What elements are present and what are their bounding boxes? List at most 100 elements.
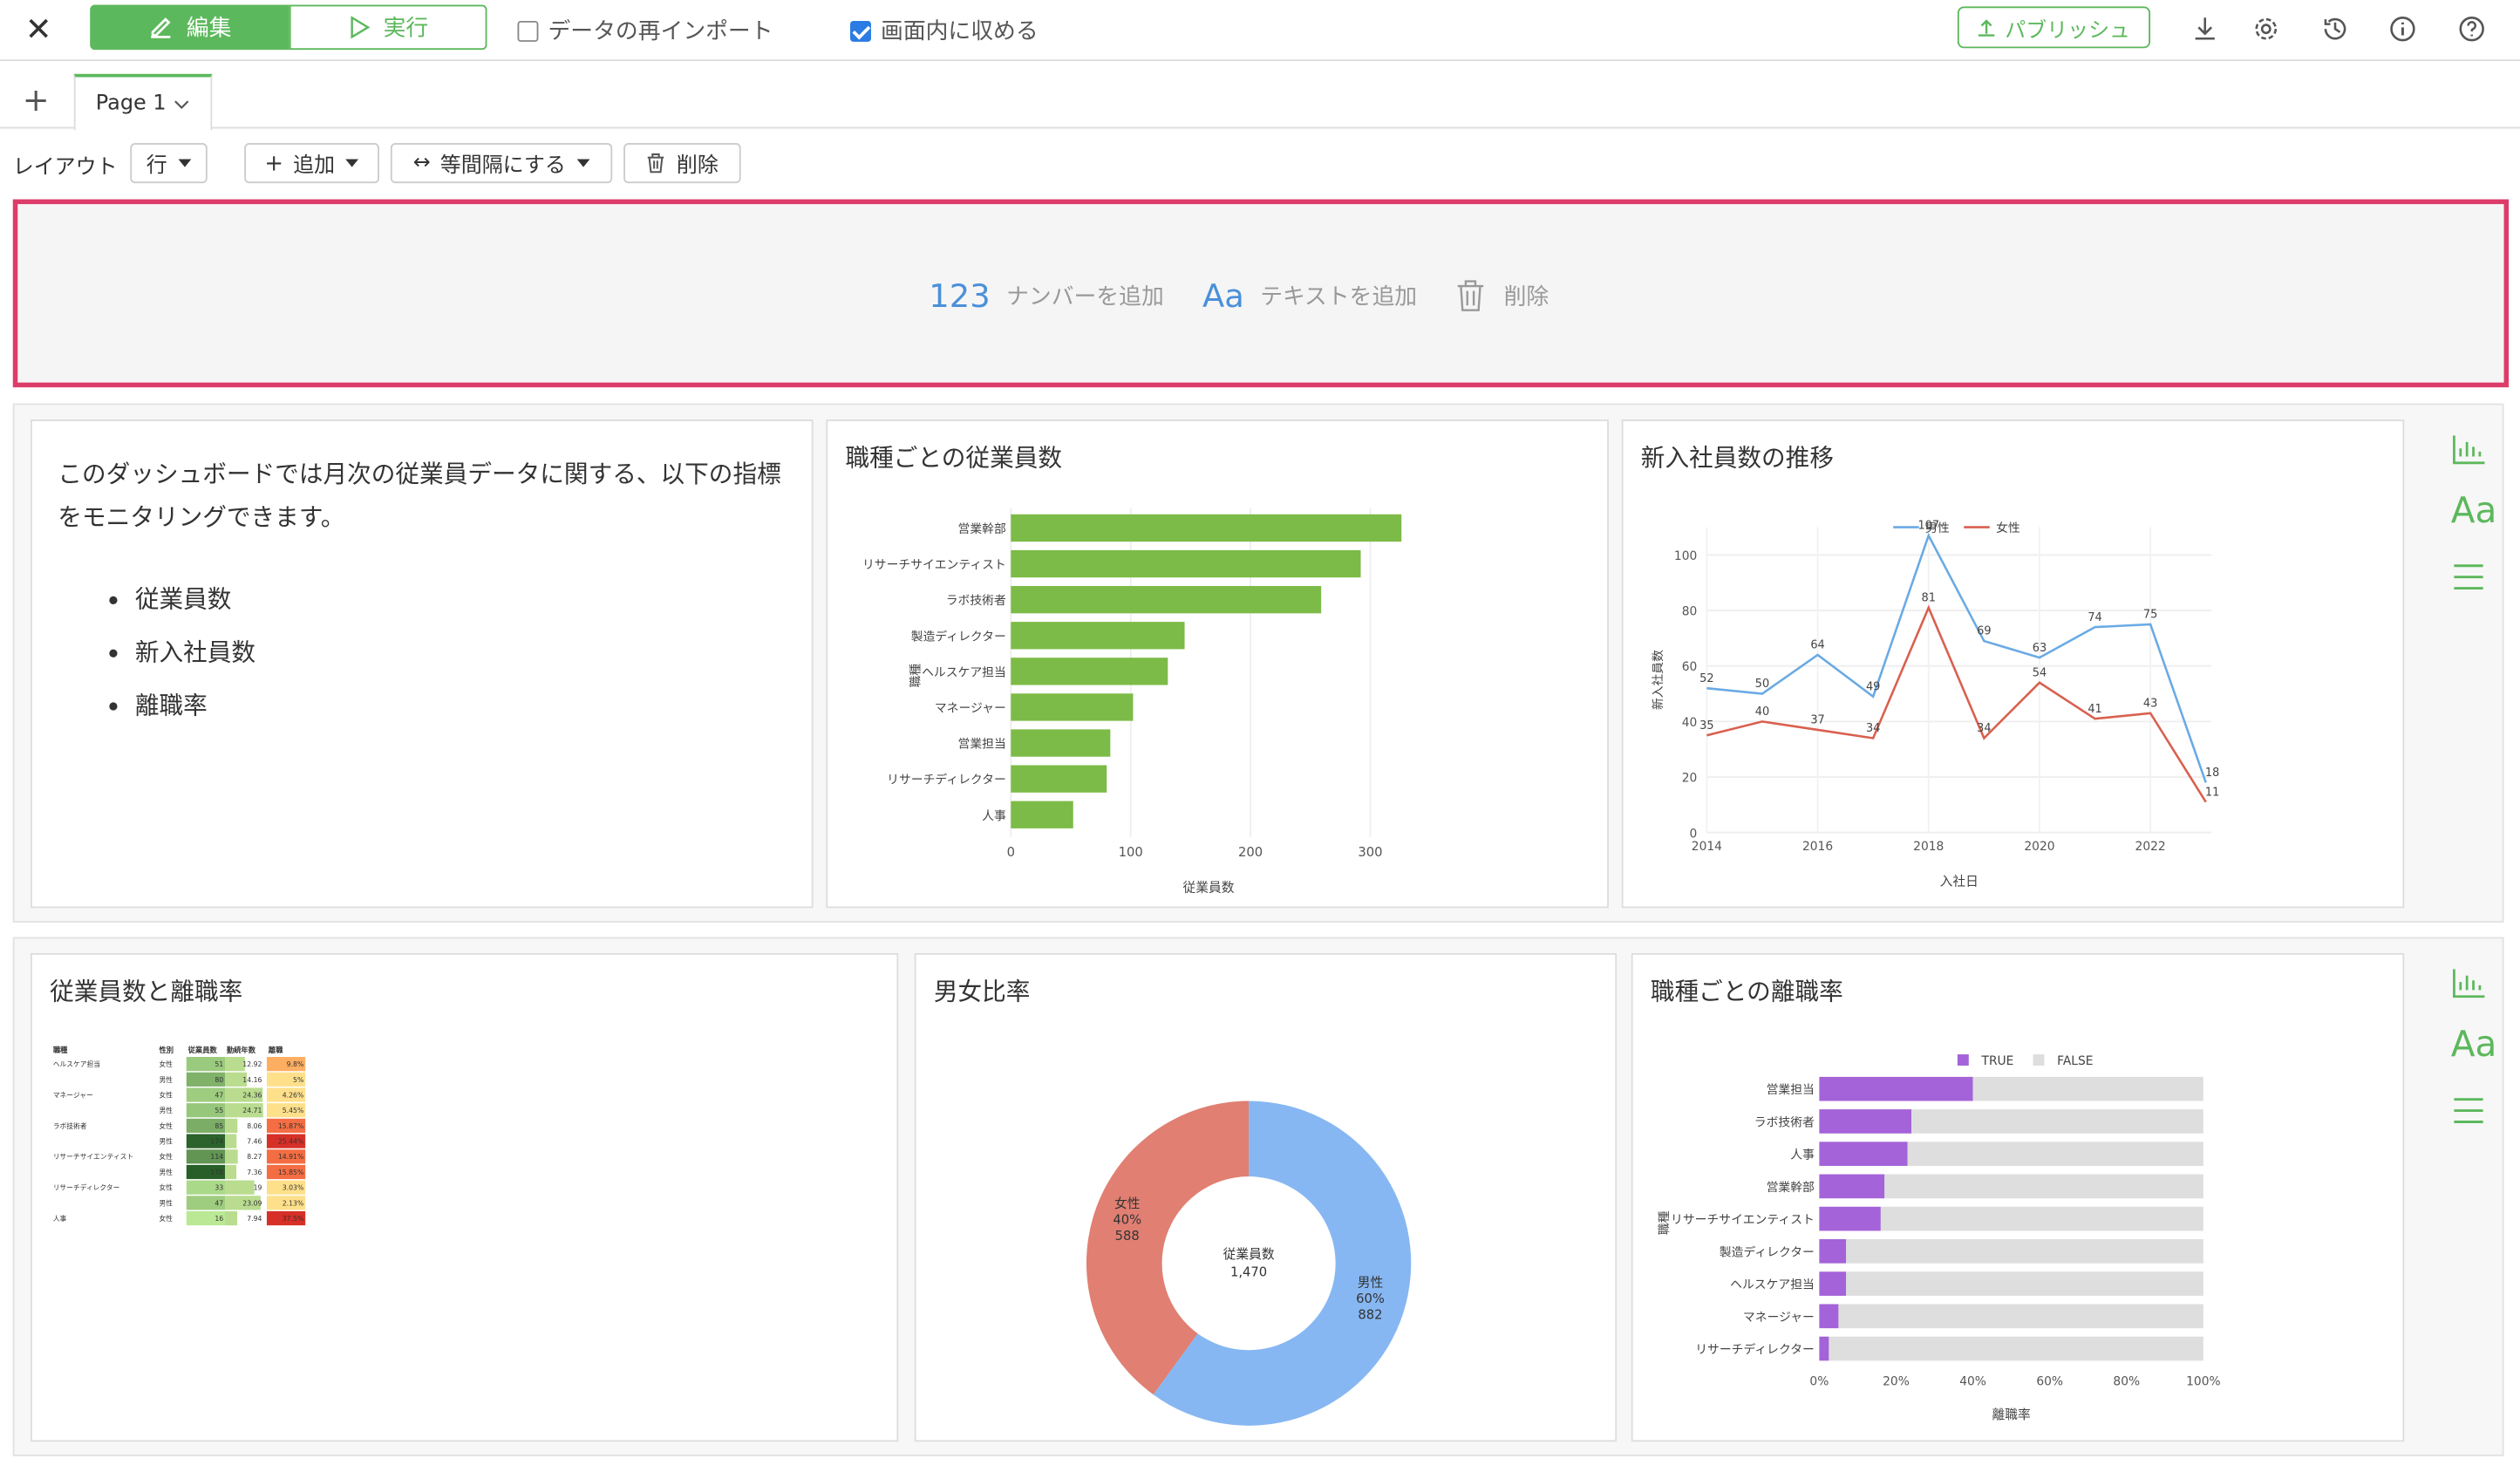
add-text-button[interactable]: Aa テキストを追加 [1202, 276, 1417, 315]
fit-screen-checkbox[interactable]: 画面内に収める [849, 15, 1039, 47]
data-label: 18 [2205, 767, 2219, 780]
table-cell-bg [266, 1057, 306, 1072]
y-tick-label: 0 [1690, 827, 1698, 841]
slice-label: 女性 [1114, 1196, 1140, 1211]
menu-icon[interactable] [2451, 1096, 2487, 1125]
menu-icon[interactable] [2451, 562, 2487, 591]
y-tick-label: マネージャー [1743, 1311, 1815, 1325]
x-tick-label: 2020 [2024, 840, 2054, 854]
table-cell: 174 [210, 1138, 223, 1146]
y-tick-label: 営業幹部 [958, 521, 1006, 536]
add-number-button[interactable]: 123 ナンバーを追加 [929, 276, 1163, 315]
bar-segment [1846, 1239, 2203, 1264]
y-tick-label: ヘルスケア担当 [922, 665, 1006, 679]
add-button[interactable]: + 追加 [244, 143, 379, 184]
table-cell: 3.03% [283, 1184, 304, 1192]
y-tick-label: 40 [1682, 716, 1698, 730]
page-tab-bar: + Page 1 [0, 71, 2520, 131]
selected-empty-row[interactable]: 123 ナンバーを追加 Aa テキストを追加 削除 [12, 199, 2510, 388]
x-tick-label: 100 [1119, 845, 1143, 860]
reimport-checkbox-box[interactable] [517, 20, 539, 41]
dashboard-row-1: このダッシュボードでは月次の従業員データに関する、以下の指標をモニタリングできま… [12, 403, 2504, 923]
y-tick-label: 製造ディレクター [1720, 1244, 1815, 1259]
table-cell: 47 [215, 1091, 223, 1099]
bar-segment [1819, 1206, 1881, 1231]
data-label: 107 [1917, 520, 1939, 533]
add-chart-icon[interactable] [2451, 434, 2487, 467]
bar [1011, 765, 1107, 793]
run-mode-button[interactable]: 実行 [289, 4, 487, 51]
job-headcount-title: 職種ごとの従業員数 [845, 443, 1063, 473]
add-text-side-icon[interactable]: Aa [2450, 1025, 2497, 1066]
download-icon[interactable] [2190, 15, 2219, 44]
add-text-side-icon[interactable]: Aa [2450, 491, 2497, 533]
slice-percent: 60% [1356, 1291, 1385, 1306]
bar [1011, 549, 1361, 578]
add-page-icon[interactable]: + [22, 80, 50, 119]
x-tick-label: 2016 [1802, 840, 1833, 854]
y-axis-label: 新入社員数 [1652, 650, 1665, 710]
delete-content-button[interactable]: 削除 [1455, 280, 1549, 312]
y-tick-label: 営業担当 [958, 738, 1006, 752]
bar-segment [1972, 1076, 2203, 1101]
number-icon: 123 [929, 276, 991, 316]
help-icon[interactable] [2457, 15, 2486, 44]
new-hires-card[interactable]: 新入社員数の推移 0 20 40 60 80 100 2014 2016 2018 2020 202… [1621, 419, 2405, 909]
bar [1011, 801, 1073, 828]
table-cell-bg [266, 1103, 306, 1118]
bar [1011, 658, 1168, 685]
y-tick-label: マネージャー [935, 701, 1006, 715]
table-cell: 15.85% [278, 1169, 304, 1176]
job-headcount-card[interactable]: 職種ごとの従業員数 0 100 200 300 営業幹部 リサーチサイエンティスト ラボ技術… [826, 419, 1609, 909]
fit-screen-checkbox-box[interactable] [849, 20, 871, 41]
pie-slice [1153, 1101, 1412, 1426]
text-card[interactable]: このダッシュボードでは月次の従業員データに関する、以下の指標をモニタリングできま… [31, 419, 814, 909]
table-cell: 男性 [159, 1106, 173, 1114]
data-label: 75 [2143, 609, 2157, 622]
table-cell: 女性 [159, 1152, 173, 1161]
tab-page-1[interactable]: Page 1 [73, 73, 213, 131]
table-cell-bar [225, 1196, 261, 1210]
job-attrition-card[interactable]: 職種ごとの離職率 TRUE FALSE 営業担当 ラボ技術者 人事 営業幹部 リサーチサイエ… [1631, 952, 2405, 1442]
y-tick-label: リサーチサイエンティスト [862, 558, 1006, 572]
table-cell-bg [186, 1134, 226, 1148]
layout-select[interactable]: 行 [130, 143, 208, 184]
table-cell: 5% [293, 1076, 303, 1084]
bar-segment [1819, 1304, 1839, 1329]
table-cell: 女性 [159, 1183, 173, 1192]
table-cell: 男性 [159, 1075, 173, 1084]
bar-segment [1911, 1109, 2203, 1134]
gender-ratio-card[interactable]: 男女比率 男性 60% 882 女性 40% 588 従業員数 1,470 [914, 952, 1618, 1442]
x-tick-label: 200 [1238, 845, 1263, 860]
plus-icon: + [264, 150, 284, 176]
row-actions: 123 ナンバーを追加 Aa テキストを追加 削除 [929, 276, 1549, 315]
edit-mode-button[interactable]: 編集 [90, 4, 289, 51]
bar [1011, 622, 1185, 650]
table-cell-bg [186, 1103, 226, 1118]
x-tick-label: 20% [1883, 1374, 1910, 1388]
add-chart-icon[interactable] [2451, 968, 2487, 1000]
table-cell-bg [266, 1072, 306, 1087]
new-hires-chart: 0 20 40 60 80 100 2014 2016 2018 2020 2022 52 50 64 49… [1652, 520, 2220, 889]
table-cell-bar [225, 1118, 238, 1134]
history-icon[interactable] [2320, 15, 2349, 44]
data-label: 43 [2143, 697, 2157, 710]
bar [1011, 514, 1402, 542]
y-axis-label: 職種 [1658, 1210, 1672, 1235]
headcount-attrition-card[interactable]: 従業員数と離職率 職種 性別 従業員数 勤続年数 離職 ヘルスケア担当 女性 51 12.92 9… [31, 952, 899, 1442]
equal-spacing-button[interactable]: ↔ 等間隔にする [390, 143, 613, 184]
delete-row-button[interactable]: 削除 [623, 143, 741, 184]
table-cell: 女性 [159, 1090, 173, 1099]
publish-button[interactable]: パブリッシュ [1957, 6, 2151, 49]
run-mode-label: 実行 [383, 16, 429, 42]
close-icon[interactable]: ✕ [24, 10, 52, 49]
y-tick-label: 営業担当 [1767, 1083, 1815, 1097]
reimport-checkbox[interactable]: データの再インポート [517, 15, 773, 47]
new-hires-title: 新入社員数の推移 [1640, 443, 1835, 473]
y-axis-label: 職種 [909, 664, 923, 688]
gear-icon[interactable] [2251, 15, 2280, 44]
table-cell: 47 [215, 1199, 223, 1207]
info-icon[interactable] [2388, 15, 2417, 44]
center-label: 従業員数 [1223, 1247, 1275, 1262]
table-cell: ラボ技術者 [53, 1121, 87, 1130]
